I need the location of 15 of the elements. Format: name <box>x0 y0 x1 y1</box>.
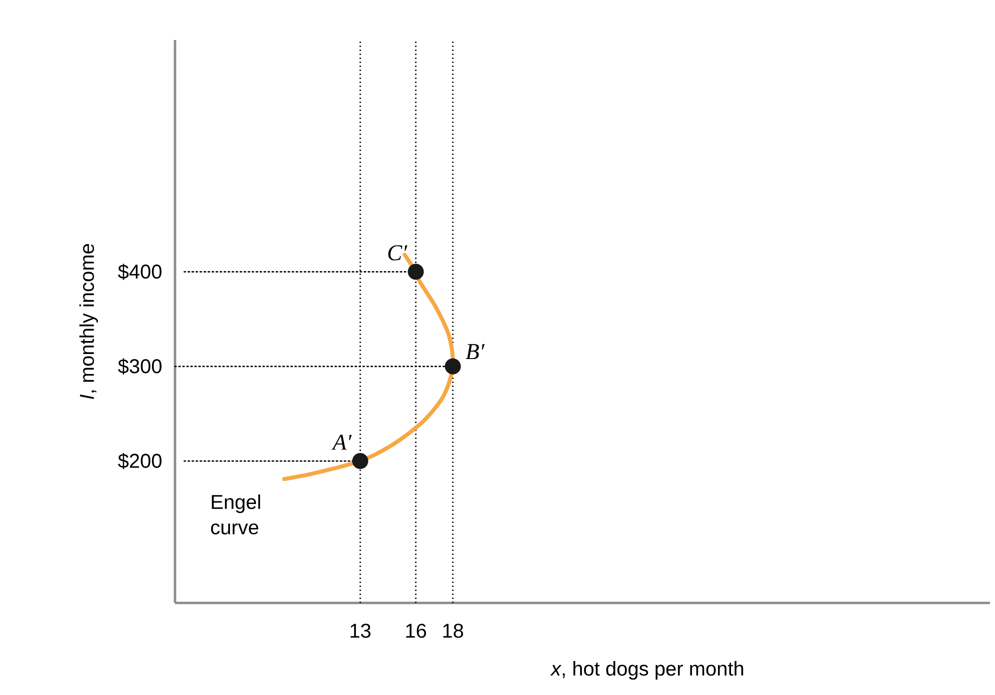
point <box>444 358 461 374</box>
x-axis-title: x, hot dogs per month <box>550 661 744 680</box>
annotation: A′ <box>331 434 352 450</box>
y-tick-label: $400 <box>118 264 162 280</box>
annotation: B′ <box>466 344 485 360</box>
x-tick-label: 13 <box>350 624 370 638</box>
x-tick-label: 18 <box>443 624 464 638</box>
y-axis-title: I, monthly income <box>79 244 98 400</box>
y-tick-label: $300 <box>118 358 162 375</box>
x-tick-label: 16 <box>406 624 426 638</box>
annotation: C′ <box>388 245 408 260</box>
y-tick-label: $200 <box>118 452 162 470</box>
point <box>352 453 368 470</box>
point <box>408 264 424 280</box>
series-label: Engel curve <box>211 494 260 534</box>
